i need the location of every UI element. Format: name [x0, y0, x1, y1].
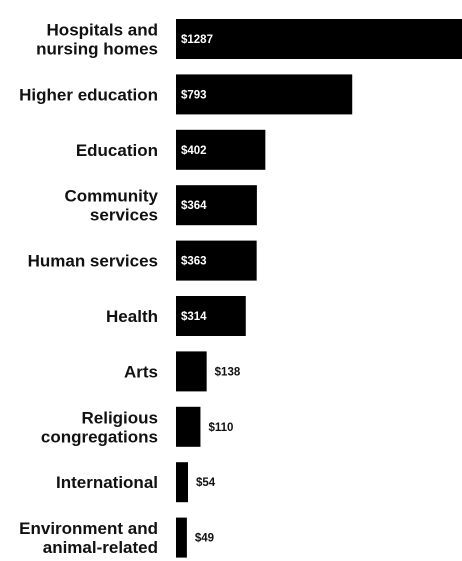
- value-labels: $1287 $793 $402 $364 $363 $314 $138 $110 $54 $49: [181, 34, 241, 545]
- bar: [176, 74, 353, 115]
- bar: [176, 462, 188, 503]
- bars: [176, 19, 462, 558]
- bar: [176, 517, 187, 558]
- bar: [176, 240, 257, 281]
- bar: [176, 19, 462, 59]
- value-label: $364: [181, 200, 207, 212]
- value-label: $1287: [181, 34, 213, 46]
- value-label: $110: [208, 422, 233, 434]
- category-label: Higher education: [19, 85, 158, 104]
- category-label: Hospitals and nursing homes: [36, 21, 158, 59]
- bar: [176, 185, 257, 226]
- value-label: $49: [195, 533, 214, 545]
- category-label: Environment and animal-related: [19, 519, 158, 557]
- category-label: Human services: [28, 252, 158, 271]
- value-label: $314: [181, 311, 207, 323]
- bar: [176, 296, 246, 336]
- category-label: Education: [76, 141, 158, 160]
- category-label: Community services: [65, 187, 159, 225]
- category-label: Arts: [124, 362, 158, 381]
- value-label: $793: [181, 89, 207, 101]
- value-label: $138: [215, 366, 241, 378]
- bar: [176, 406, 201, 447]
- category-label: International: [56, 473, 158, 492]
- category-label: Health: [106, 307, 158, 326]
- value-label: $402: [181, 145, 207, 157]
- category-labels: Hospitals and nursing homes Higher educati…: [19, 21, 158, 558]
- value-label: $363: [181, 256, 207, 268]
- bar: [176, 129, 266, 170]
- value-label: $54: [196, 477, 216, 489]
- category-label: Religious congregations: [41, 408, 158, 446]
- bar: [176, 351, 207, 392]
